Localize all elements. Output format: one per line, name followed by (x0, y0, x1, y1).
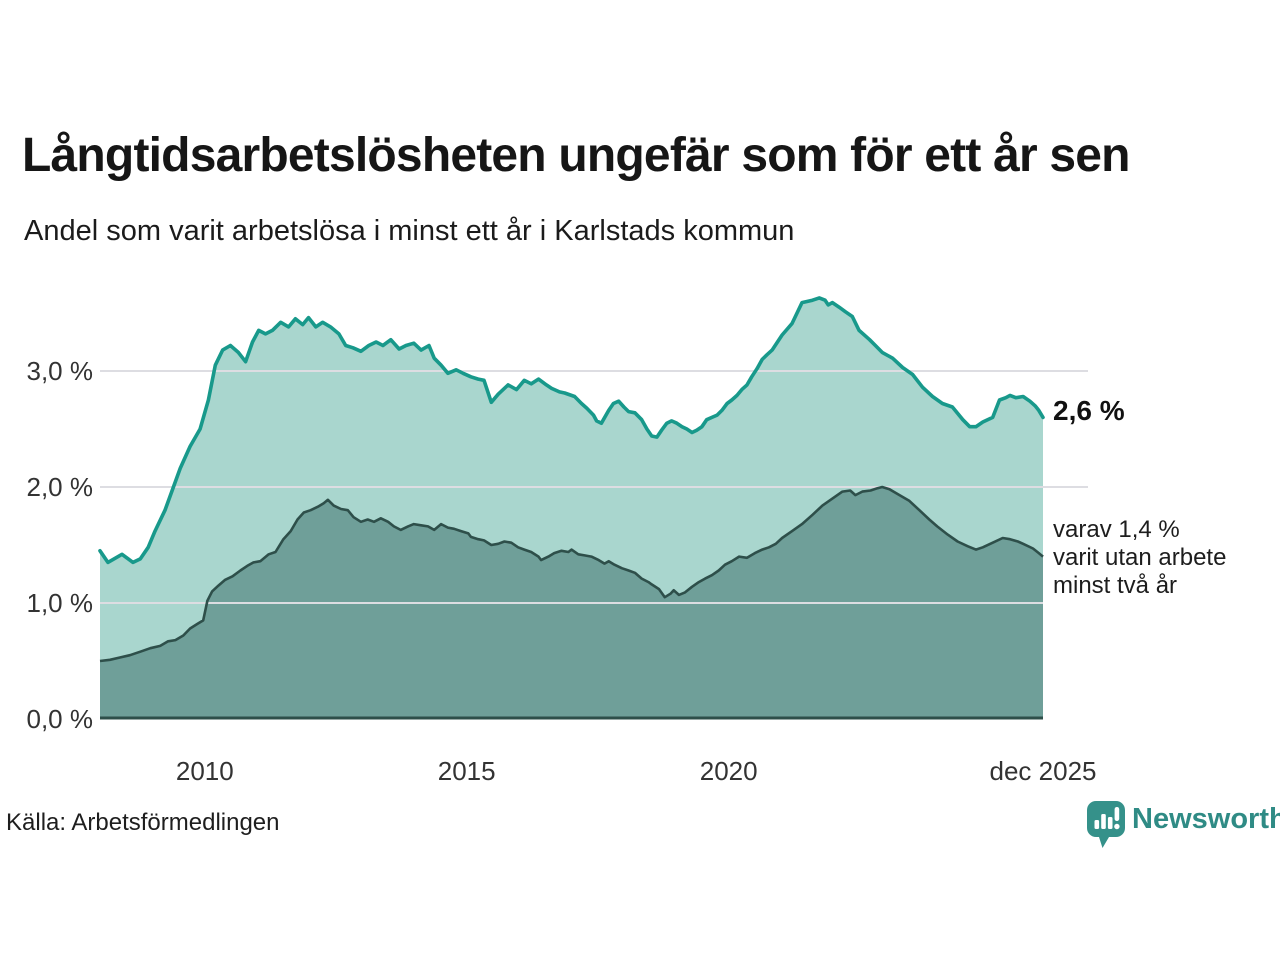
x-axis-tick-label: 2010 (176, 756, 234, 786)
page-subtitle: Andel som varit arbetslösa i minst ett å… (24, 215, 795, 247)
x-axis-tick-label: dec 2025 (990, 756, 1097, 786)
two-year-note-line-3: minst två år (1053, 572, 1178, 599)
two-year-note-line-2: varit utan arbete (1053, 544, 1227, 571)
two-year-note-line-1: varav 1,4 % (1053, 516, 1180, 543)
newsworthy-bubble-chart-icon (1087, 801, 1125, 848)
y-axis-tick-label: 1,0 % (27, 588, 94, 618)
y-axis-tick-label: 3,0 % (27, 356, 94, 386)
two-year-note: varav 1,4 % varit utan arbete minst två … (1053, 516, 1227, 600)
x-axis-tick-label: 2020 (700, 756, 758, 786)
latest-value-label: 2,6 % (1053, 395, 1125, 426)
y-axis-tick-label: 2,0 % (27, 472, 94, 502)
newsworthy-logo: Newsworthy (1087, 801, 1280, 849)
brand-name: Newsworthy (1132, 803, 1280, 835)
source-note: Källa: Arbetsförmedlingen (6, 809, 280, 836)
x-axis-tick-label: 2015 (438, 756, 496, 786)
page-title: Långtidsarbetslösheten ungefär som för e… (22, 129, 1131, 182)
y-axis-tick-label: 0,0 % (27, 704, 94, 734)
